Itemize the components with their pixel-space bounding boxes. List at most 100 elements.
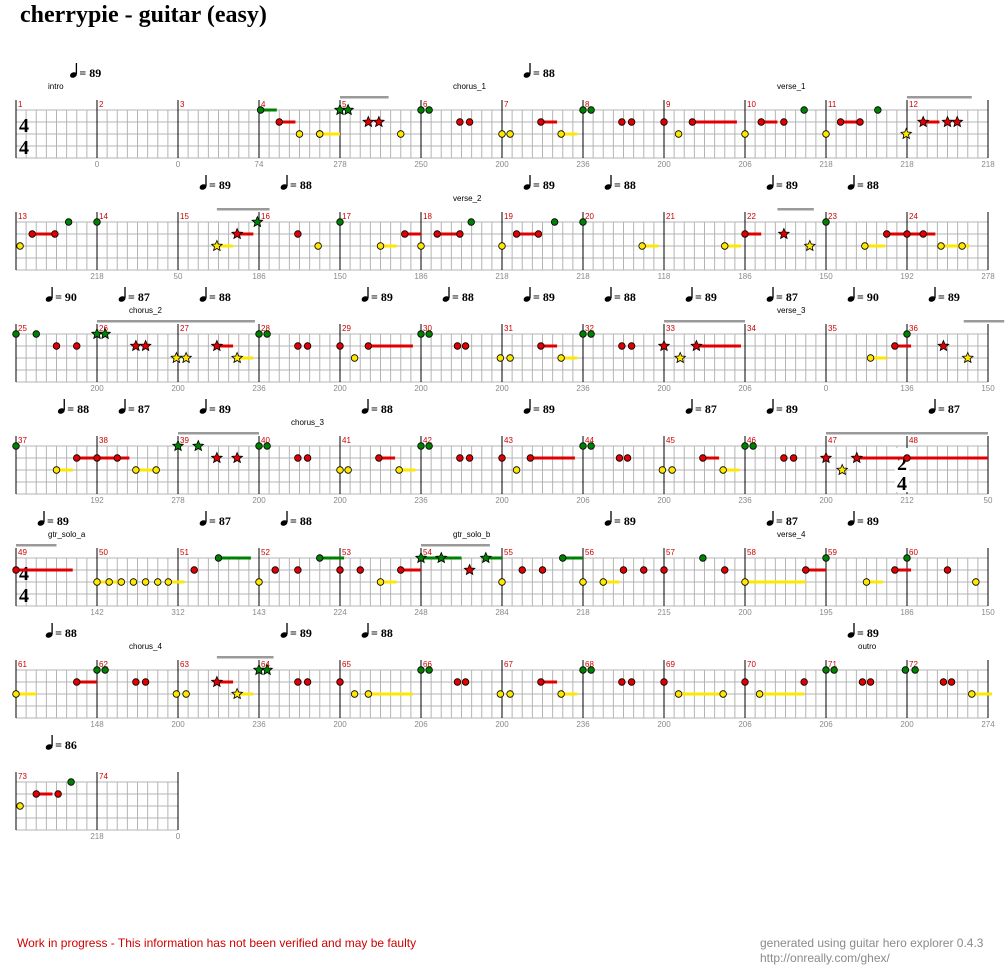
circle-gem-icon — [627, 678, 636, 686]
measure-number: 57 — [666, 548, 675, 557]
measure-number: 46 — [747, 436, 756, 445]
measure-number: 49 — [18, 548, 27, 557]
circle-gem-icon — [506, 130, 514, 138]
circle-gem-icon — [295, 130, 304, 138]
circle-gem-icon — [856, 118, 864, 126]
circle-gem-icon — [862, 578, 871, 586]
circle-gem-icon — [93, 454, 101, 462]
note-count-label: 206 — [738, 384, 752, 393]
circle-gem-icon — [587, 666, 595, 674]
sustain-bar — [923, 120, 940, 124]
sustain-bar — [135, 468, 161, 472]
sustain-bar — [561, 692, 578, 696]
time-signature-top: 2 — [897, 453, 907, 475]
sustain-bar — [36, 792, 53, 796]
star-power-bar — [421, 544, 490, 547]
measure-number: 31 — [504, 324, 513, 333]
sustain-bar — [56, 468, 73, 472]
measure-number: 19 — [504, 212, 513, 221]
sustain-bar — [894, 344, 912, 348]
circle-gem-icon — [559, 554, 567, 562]
circle-gem-icon — [537, 678, 545, 686]
quarter-note-icon — [766, 296, 774, 302]
note-count-label: 150 — [981, 608, 995, 617]
sustain-bar — [761, 120, 778, 124]
star-power-bar — [664, 320, 745, 323]
tempo-marking: = 88 — [209, 290, 231, 304]
circle-gem-icon — [12, 690, 20, 698]
sustain-bar — [237, 356, 254, 360]
measure-number: 15 — [180, 212, 189, 221]
circle-gem-icon — [73, 454, 81, 462]
quarter-note-icon — [280, 520, 288, 526]
star-power-bar — [777, 208, 814, 211]
quarter-note-icon — [45, 296, 53, 302]
circle-gem-icon — [190, 566, 198, 574]
note-count-label: 278 — [171, 496, 185, 505]
tempo-marking: = 88 — [857, 178, 879, 192]
circle-gem-icon — [674, 130, 683, 138]
star-icon — [210, 339, 224, 352]
circle-gem-icon — [12, 566, 20, 574]
circle-gem-icon — [891, 566, 899, 574]
star-power-bar — [963, 320, 1005, 323]
sustain-bar — [76, 680, 97, 684]
circle-gem-icon — [919, 230, 927, 238]
circle-gem-icon — [830, 666, 838, 674]
note-count-label: 218 — [576, 608, 590, 617]
circle-gem-icon — [364, 342, 373, 350]
note-count-label: 200 — [657, 384, 671, 393]
circle-gem-icon — [182, 690, 190, 698]
sustain-bar — [319, 556, 345, 560]
sustain-bar — [260, 108, 277, 112]
circle-gem-icon — [336, 466, 344, 474]
section-label: verse_4 — [777, 530, 806, 539]
time-signature-bottom: 4 — [897, 473, 907, 495]
measure-number: 67 — [504, 660, 513, 669]
time-signature-top: 4 — [19, 115, 29, 137]
circle-gem-icon — [456, 454, 464, 462]
note-count-label: 236 — [738, 496, 752, 505]
note-count-label: 278 — [981, 272, 995, 281]
quarter-note-icon — [928, 296, 936, 302]
circle-gem-icon — [113, 454, 121, 462]
measure-number: 33 — [666, 324, 675, 333]
quarter-note-icon — [766, 520, 774, 526]
circle-gem-icon — [939, 678, 948, 686]
note-count-label: 224 — [333, 608, 347, 617]
tempo-marking: = 89 — [938, 290, 960, 304]
measure-number: 10 — [747, 100, 756, 109]
generator-link[interactable]: http://onreally.com/ghex/ — [760, 951, 890, 965]
circle-gem-icon — [255, 578, 263, 586]
sustain-bar — [540, 344, 558, 348]
circle-gem-icon — [164, 578, 172, 586]
note-count-label: 150 — [981, 384, 995, 393]
circle-gem-icon — [699, 554, 707, 562]
circle-gem-icon — [688, 118, 697, 126]
sustain-bar — [540, 680, 558, 684]
tempo-marking: = 87 — [776, 290, 798, 304]
star-icon — [836, 463, 849, 476]
quarter-note-icon — [847, 296, 855, 302]
circle-gem-icon — [316, 130, 324, 138]
note-count-label: 200 — [495, 160, 509, 169]
star-icon — [230, 351, 244, 364]
tempo-marking: = 88 — [533, 66, 555, 80]
circle-gem-icon — [579, 106, 587, 114]
tempo-marking: = 88 — [67, 402, 89, 416]
circle-gem-icon — [506, 354, 514, 362]
quarter-note-icon — [604, 184, 612, 190]
measure-number: 21 — [666, 212, 675, 221]
measure-number: 7 — [504, 100, 509, 109]
quarter-note-icon — [685, 296, 693, 302]
measure-number: 68 — [585, 660, 594, 669]
circle-gem-icon — [741, 678, 749, 686]
note-count-label: 236 — [252, 720, 266, 729]
star-power-bar — [178, 432, 259, 435]
circle-gem-icon — [512, 466, 521, 474]
circle-gem-icon — [526, 454, 535, 462]
note-count-label: 186 — [252, 272, 266, 281]
note-chart: 1 2 3 4 5 6 7 8 9 10 11 120 0 74 278 250 200 236 200 206 218… — [12, 63, 1005, 841]
circle-gem-icon — [93, 218, 101, 226]
quarter-note-icon — [199, 520, 207, 526]
